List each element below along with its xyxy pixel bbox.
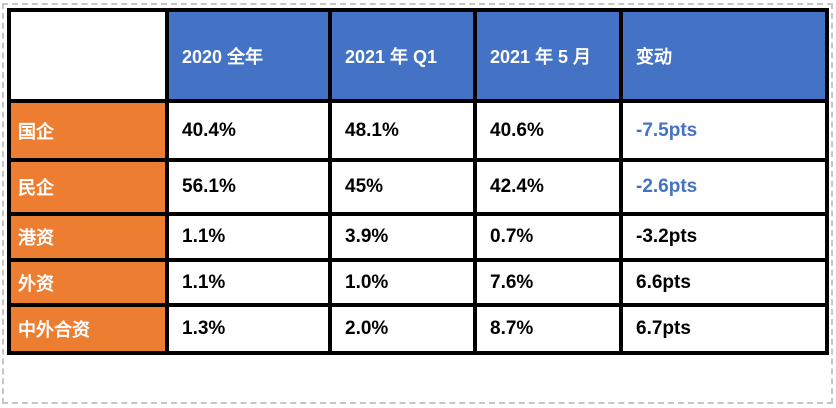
table-row-hk-capital: 港资 1.1% 3.9% 0.7% -3.2pts: [7, 212, 829, 262]
data-cell[interactable]: 1.3%: [165, 303, 332, 355]
change-cell[interactable]: 6.6pts: [619, 258, 829, 307]
ownership-share-table[interactable]: 2020 全年 2021 年 Q1 2021 年 5 月 变动 国企 40.4%…: [7, 8, 829, 355]
data-cell[interactable]: 1.1%: [165, 258, 332, 307]
data-cell[interactable]: 2.0%: [328, 303, 477, 355]
table-header-row: 2020 全年 2021 年 Q1 2021 年 5 月 变动: [7, 8, 829, 103]
change-cell[interactable]: -3.2pts: [619, 212, 829, 262]
table-row-joint-venture: 中外合资 1.3% 2.0% 8.7% 6.7pts: [7, 303, 829, 355]
change-cell[interactable]: -7.5pts: [619, 99, 829, 162]
data-cell[interactable]: 0.7%: [473, 212, 623, 262]
data-cell[interactable]: 48.1%: [328, 99, 477, 162]
data-cell[interactable]: 1.1%: [165, 212, 332, 262]
data-cell[interactable]: 8.7%: [473, 303, 623, 355]
row-header-foreign-capital[interactable]: 外资: [7, 258, 169, 307]
row-header-private[interactable]: 民企: [7, 158, 169, 216]
data-cell[interactable]: 3.9%: [328, 212, 477, 262]
data-cell[interactable]: 42.4%: [473, 158, 623, 216]
data-cell[interactable]: 1.0%: [328, 258, 477, 307]
row-header-hk-capital[interactable]: 港资: [7, 212, 169, 262]
data-cell[interactable]: 45%: [328, 158, 477, 216]
table-row-foreign-capital: 外资 1.1% 1.0% 7.6% 6.6pts: [7, 258, 829, 307]
change-cell[interactable]: 6.7pts: [619, 303, 829, 355]
column-header-2021-may[interactable]: 2021 年 5 月: [473, 8, 623, 103]
column-header-2020-full-year[interactable]: 2020 全年: [165, 8, 332, 103]
table-row-soe: 国企 40.4% 48.1% 40.6% -7.5pts: [7, 99, 829, 162]
corner-cell[interactable]: [7, 8, 169, 103]
column-header-change[interactable]: 变动: [619, 8, 829, 103]
data-cell[interactable]: 40.6%: [473, 99, 623, 162]
data-cell[interactable]: 7.6%: [473, 258, 623, 307]
row-header-joint-venture[interactable]: 中外合资: [7, 303, 169, 355]
table-row-private: 民企 56.1% 45% 42.4% -2.6pts: [7, 158, 829, 216]
row-header-soe[interactable]: 国企: [7, 99, 169, 162]
data-cell[interactable]: 56.1%: [165, 158, 332, 216]
column-header-2021-q1[interactable]: 2021 年 Q1: [328, 8, 477, 103]
data-cell[interactable]: 40.4%: [165, 99, 332, 162]
change-cell[interactable]: -2.6pts: [619, 158, 829, 216]
